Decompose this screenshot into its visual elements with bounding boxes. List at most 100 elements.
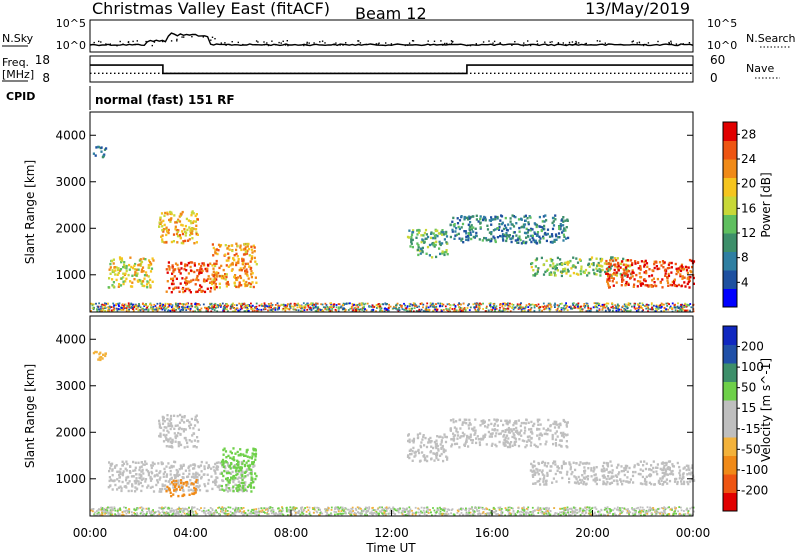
ground-scatter-cell (337, 310, 340, 313)
range-cell (493, 424, 496, 427)
range-cell (134, 271, 137, 274)
range-cell (570, 472, 573, 476)
nsearch-point (449, 43, 451, 45)
range-cell (688, 286, 691, 289)
range-cell (142, 270, 145, 273)
range-cell (506, 440, 509, 443)
range-cell (453, 437, 456, 441)
range-cell (183, 446, 186, 449)
range-cell (455, 429, 458, 433)
ground-scatter-cell (258, 304, 261, 307)
range-cell (192, 489, 195, 492)
ground-scatter-cell (237, 309, 240, 312)
range-cell (228, 481, 231, 484)
range-cell (164, 479, 167, 483)
range-cell (104, 352, 107, 355)
ground-scatter-cell (422, 303, 425, 306)
range-cell (444, 440, 448, 444)
range-cell (458, 418, 461, 422)
ground-scatter-cell (325, 308, 328, 311)
range-cell (170, 212, 173, 216)
range-cell (239, 452, 242, 456)
range-cell (140, 270, 143, 273)
range-cell (130, 475, 134, 478)
range-cell (168, 487, 171, 490)
ground-scatter-cell (246, 304, 248, 307)
ground-scatter-cell (454, 306, 457, 309)
range-cell (648, 268, 651, 271)
ground-scatter-cell (571, 307, 573, 310)
ground-scatter-cell (372, 306, 375, 309)
ground-scatter-cell (198, 304, 200, 306)
range-cell (206, 267, 209, 270)
ground-scatter-cell (376, 304, 378, 306)
range-cell (530, 227, 533, 231)
range-cell (120, 487, 123, 490)
range-cell (196, 480, 199, 483)
ground-scatter-cell (429, 304, 432, 307)
nsearch-point (572, 44, 574, 46)
range-cell (465, 422, 468, 425)
range-cell (590, 475, 593, 478)
ground-scatter-cell (563, 304, 566, 307)
range-cell (651, 279, 654, 282)
range-cell (179, 272, 182, 275)
range-cell (668, 261, 671, 265)
range-cell (175, 228, 178, 232)
range-cell (606, 271, 609, 274)
range-cell (147, 471, 150, 474)
range-cell (177, 494, 180, 498)
ground-scatter-cell (334, 308, 337, 311)
ground-scatter-cell (559, 303, 562, 305)
ground-scatter-cell (366, 514, 368, 516)
ground-scatter-cell (364, 506, 367, 509)
range-cell (250, 476, 253, 479)
range-cell (203, 264, 206, 267)
range-cell (194, 418, 197, 421)
range-cell (124, 467, 127, 470)
ground-scatter-cell (499, 306, 501, 309)
range-cell (668, 467, 671, 470)
ground-scatter-cell (654, 307, 657, 310)
range-cell (555, 420, 558, 424)
range-cell (515, 222, 518, 225)
ground-scatter-cell (325, 514, 328, 517)
range-cell (651, 285, 654, 288)
range-cell (232, 480, 235, 484)
range-cell (213, 288, 216, 291)
range-cell (678, 471, 681, 475)
ground-scatter-cell (180, 308, 183, 311)
range-cell (513, 436, 516, 440)
range-cell (204, 484, 207, 488)
ground-scatter-cell (196, 303, 198, 305)
range-cell (475, 441, 478, 445)
ground-scatter-cell (663, 303, 665, 306)
range-cell (435, 240, 438, 243)
range-cell (520, 242, 523, 245)
range-cell (691, 464, 694, 467)
range-cell (200, 470, 203, 473)
range-cell (463, 230, 466, 233)
ground-scatter-cell (554, 302, 556, 305)
range-cell (111, 469, 114, 472)
range-cell (218, 484, 221, 487)
range-cell (244, 250, 247, 254)
ground-scatter-cell (495, 305, 498, 308)
ground-scatter-cell (96, 308, 98, 311)
range-cell (237, 454, 240, 457)
range-cell (172, 493, 175, 496)
range-cell (437, 458, 440, 461)
ground-scatter-cell (186, 508, 188, 510)
range-cell (616, 480, 619, 483)
range-cell (152, 259, 155, 262)
range-cell (689, 473, 692, 476)
ground-scatter-cell (457, 303, 460, 306)
range-cell (189, 261, 192, 264)
ground-scatter-cell (351, 303, 354, 305)
ground-scatter-cell (560, 302, 563, 305)
range-cell (467, 445, 470, 448)
ground-scatter-cell (486, 512, 489, 515)
range-cell (225, 456, 228, 459)
ground-scatter-cell (238, 302, 241, 305)
range-cell (179, 488, 182, 491)
